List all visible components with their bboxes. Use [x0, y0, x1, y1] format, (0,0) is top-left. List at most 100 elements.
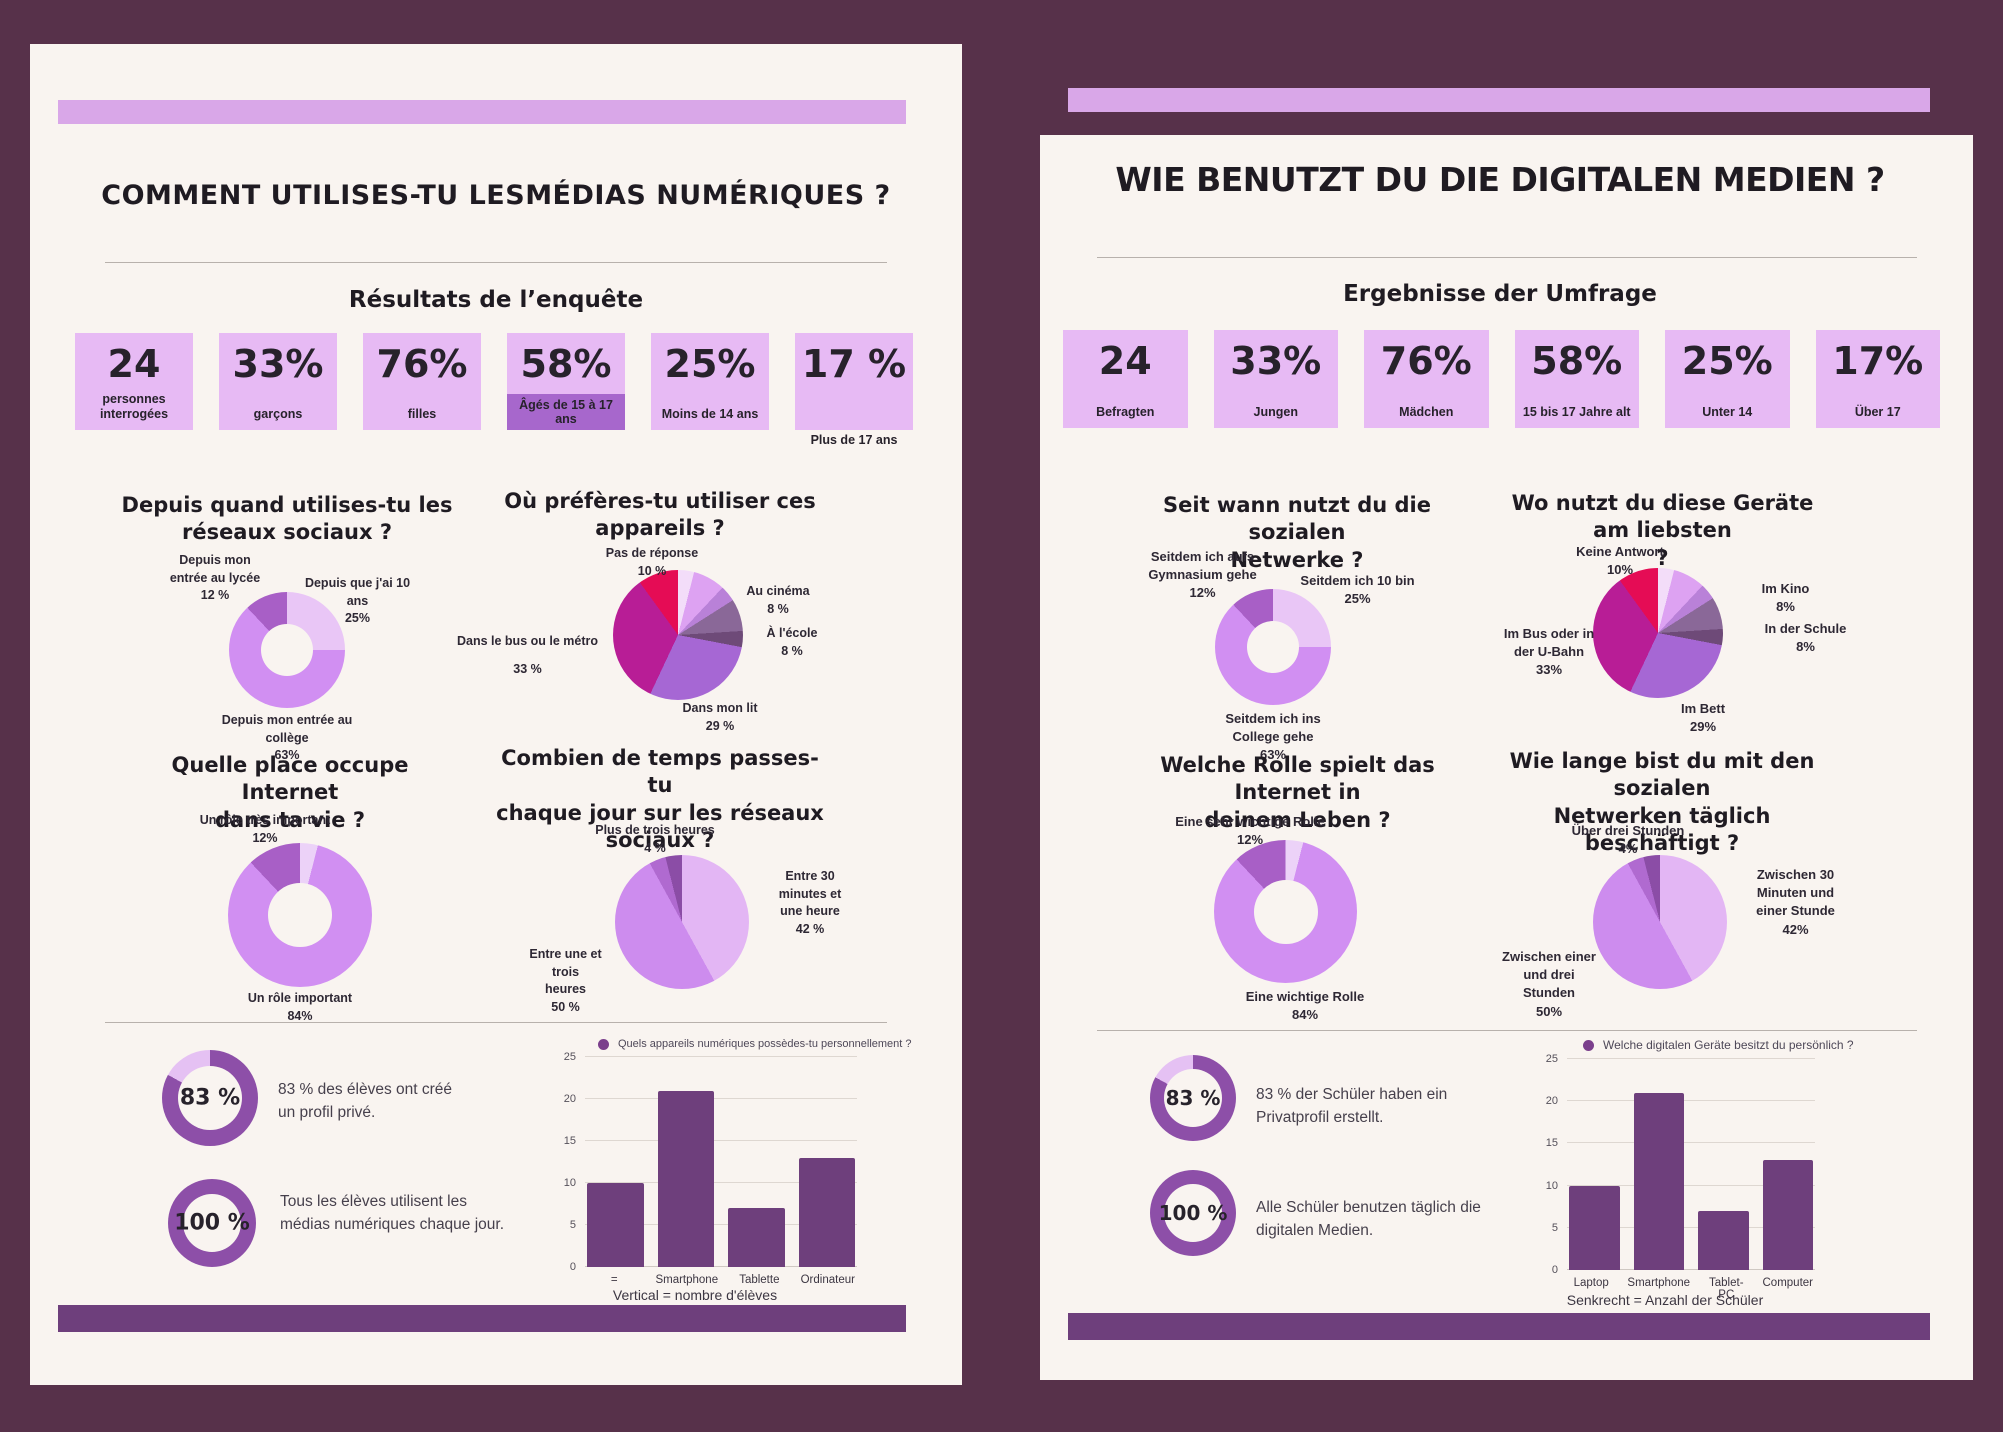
fr-bars	[585, 1057, 857, 1267]
french-divider-top	[105, 262, 887, 263]
bar-label: Ordinateur	[800, 1274, 855, 1286]
german-top-accent-bar	[1068, 88, 1930, 112]
fr-ring-100-value: 100 %	[174, 1210, 250, 1236]
stat-value: 24	[107, 342, 161, 386]
stat-label: garçons	[253, 407, 303, 422]
stat-box-jungen: 33% Jungen	[1213, 330, 1338, 428]
y-axis-tick: 25	[563, 1051, 576, 1063]
de-label-keine-antwort: Keine Antwort 10%	[1576, 544, 1664, 578]
de-label-college: Seitdem ich ins College gehe 63%	[1225, 711, 1321, 763]
gridline	[585, 1140, 857, 1141]
stat-label: Jungen	[1253, 405, 1298, 420]
fr-bar-labels: = Smartphone Tablette Ordinateur	[585, 1274, 857, 1286]
donut-hole	[1247, 621, 1299, 673]
gridline	[1567, 1269, 1815, 1270]
bar-label: Smartphone	[655, 1274, 719, 1286]
de-ring-100-value: 100 %	[1158, 1201, 1228, 1225]
french-stats-row: 24 personnes interrogées 33% garçons 76%…	[75, 333, 913, 447]
fr-label-bus: Dans le bus ou le métro 33 %	[456, 634, 598, 676]
bar-column	[728, 1057, 785, 1267]
de-label-kino: Im Kino 8%	[1761, 581, 1810, 615]
de-bar-legend-text: Welche digitalen Geräte besitzt du persö…	[1603, 1038, 1854, 1052]
bar-column	[1762, 1059, 1813, 1270]
fr-bar-caption: Vertical = nombre d'élèves	[612, 1287, 778, 1303]
stat-box-15-17: 58% Âgés de 15 à 17 ans	[507, 333, 625, 430]
y-axis-tick: 0	[569, 1261, 576, 1273]
stat-value: 58%	[520, 342, 612, 386]
gridline	[585, 1266, 857, 1267]
fr-label-college: Depuis mon entrée au collège 63%	[221, 713, 353, 762]
bar	[798, 1157, 855, 1267]
bar	[587, 1183, 644, 1267]
bar	[1633, 1092, 1684, 1270]
fr-label-bed: Dans mon lit 29 %	[682, 701, 758, 733]
french-divider-bottom	[105, 1022, 887, 1023]
gridline	[1567, 1142, 1815, 1144]
de-fact-daily-use: Alle Schüler benutzen täglich die digita…	[1256, 1199, 1481, 1240]
stat-box-unter-14: 25% Unter 14	[1665, 330, 1790, 428]
bar-label: Laptop	[1573, 1277, 1609, 1289]
stat-value: 33%	[232, 342, 324, 386]
gridline	[585, 1098, 857, 1099]
de-label-ueber-3h: Über drei Stunden 4%	[1571, 823, 1685, 857]
de-question-time: Wie lange bist du mit den sozialen Netwe…	[1509, 749, 1815, 855]
fr-pie-where	[613, 570, 743, 700]
bar	[728, 1208, 785, 1267]
bar-label: Tablet-PC	[1709, 1277, 1744, 1301]
stat-value: 58%	[1531, 339, 1623, 383]
stat-value: 24	[1098, 339, 1152, 383]
de-bar-legend: Welche digitalen Geräte besitzt du persö…	[1583, 1038, 1854, 1052]
stat-value: 25%	[664, 342, 756, 386]
stat-value: 25%	[1681, 339, 1773, 383]
de-bars	[1567, 1059, 1815, 1270]
gridline	[585, 1224, 857, 1225]
bar-label: Tablette	[739, 1274, 780, 1286]
stat-label: Befragten	[1096, 405, 1155, 420]
de-pie-time	[1593, 855, 1727, 989]
de-label-30min-1h: Zwischen 30 Minuten und einer Stunde 42%	[1756, 867, 1835, 937]
bar	[657, 1090, 714, 1267]
bar-column	[657, 1057, 714, 1267]
fr-fact-private-profile: 83 % des élèves ont créé un profil privé…	[278, 1081, 453, 1122]
gridline	[585, 1182, 857, 1183]
stat-label: Unter 14	[1702, 405, 1753, 420]
german-subtitle: Ergebnisse der Umfrage	[1343, 281, 1657, 307]
y-axis-tick: 10	[1545, 1179, 1558, 1192]
fr-pie-time	[615, 855, 749, 989]
stat-box-under-14: 25% Moins de 14 ans	[651, 333, 769, 430]
fr-ring-83: 83 %	[162, 1050, 258, 1146]
ring-hole	[1164, 1069, 1222, 1127]
bar-column	[587, 1057, 644, 1267]
de-label-gymnasium: Seitdem ich aufs Gymnasium gehe 12%	[1148, 549, 1257, 601]
de-question-role: Welche Rolle spielt das Internet in dein…	[1160, 753, 1435, 832]
french-subtitle: Résultats de l’enquête	[348, 287, 644, 313]
y-axis-tick: 15	[563, 1135, 576, 1147]
fr-label-lycee: Depuis mon entrée au lycée 12 %	[169, 553, 261, 602]
fr-fact-daily-use: Tous les élèves utilisent les médias num…	[280, 1193, 505, 1234]
fr-label-cinema: Au cinéma 8 %	[746, 584, 810, 616]
ring-hole	[1164, 1184, 1222, 1242]
fr-label-no-answer: Pas de réponse 10 %	[605, 546, 699, 578]
bar	[1698, 1210, 1749, 1270]
gridline	[1567, 1100, 1815, 1102]
stat-value: 33%	[1230, 339, 1322, 383]
german-divider-top	[1097, 257, 1917, 258]
de-pie-where	[1593, 568, 1723, 698]
fr-label-10ans: Depuis que j'ai 10 ans 25%	[304, 576, 411, 625]
de-label-1-3h: Zwischen einer und drei Stunden 50%	[1502, 949, 1596, 1019]
stat-label: Plus de 17 ans	[810, 433, 898, 447]
donut-hole	[1253, 879, 1318, 944]
donut-hole	[261, 624, 313, 676]
bar	[1762, 1160, 1813, 1270]
gridline	[1567, 1226, 1815, 1228]
ring-hole	[178, 1066, 242, 1130]
bar-label: Smartphone	[1627, 1277, 1691, 1289]
gridline	[585, 1056, 857, 1057]
german-page-title: WIE BENUTZT DU DIE DIGITALEN MEDIEN ?	[1115, 160, 1885, 199]
fr-label-1-3h: Entre une et trois heures 50 %	[529, 947, 602, 1014]
de-ring-83-value: 83 %	[1165, 1086, 1221, 1110]
fr-question-time: Combien de temps passes-tu chaque jour s…	[496, 746, 824, 852]
french-footer-bar	[58, 1305, 906, 1332]
stat-box-boys: 33% garçons	[219, 333, 337, 430]
stat-box-respondents: 24 personnes interrogées	[75, 333, 193, 430]
